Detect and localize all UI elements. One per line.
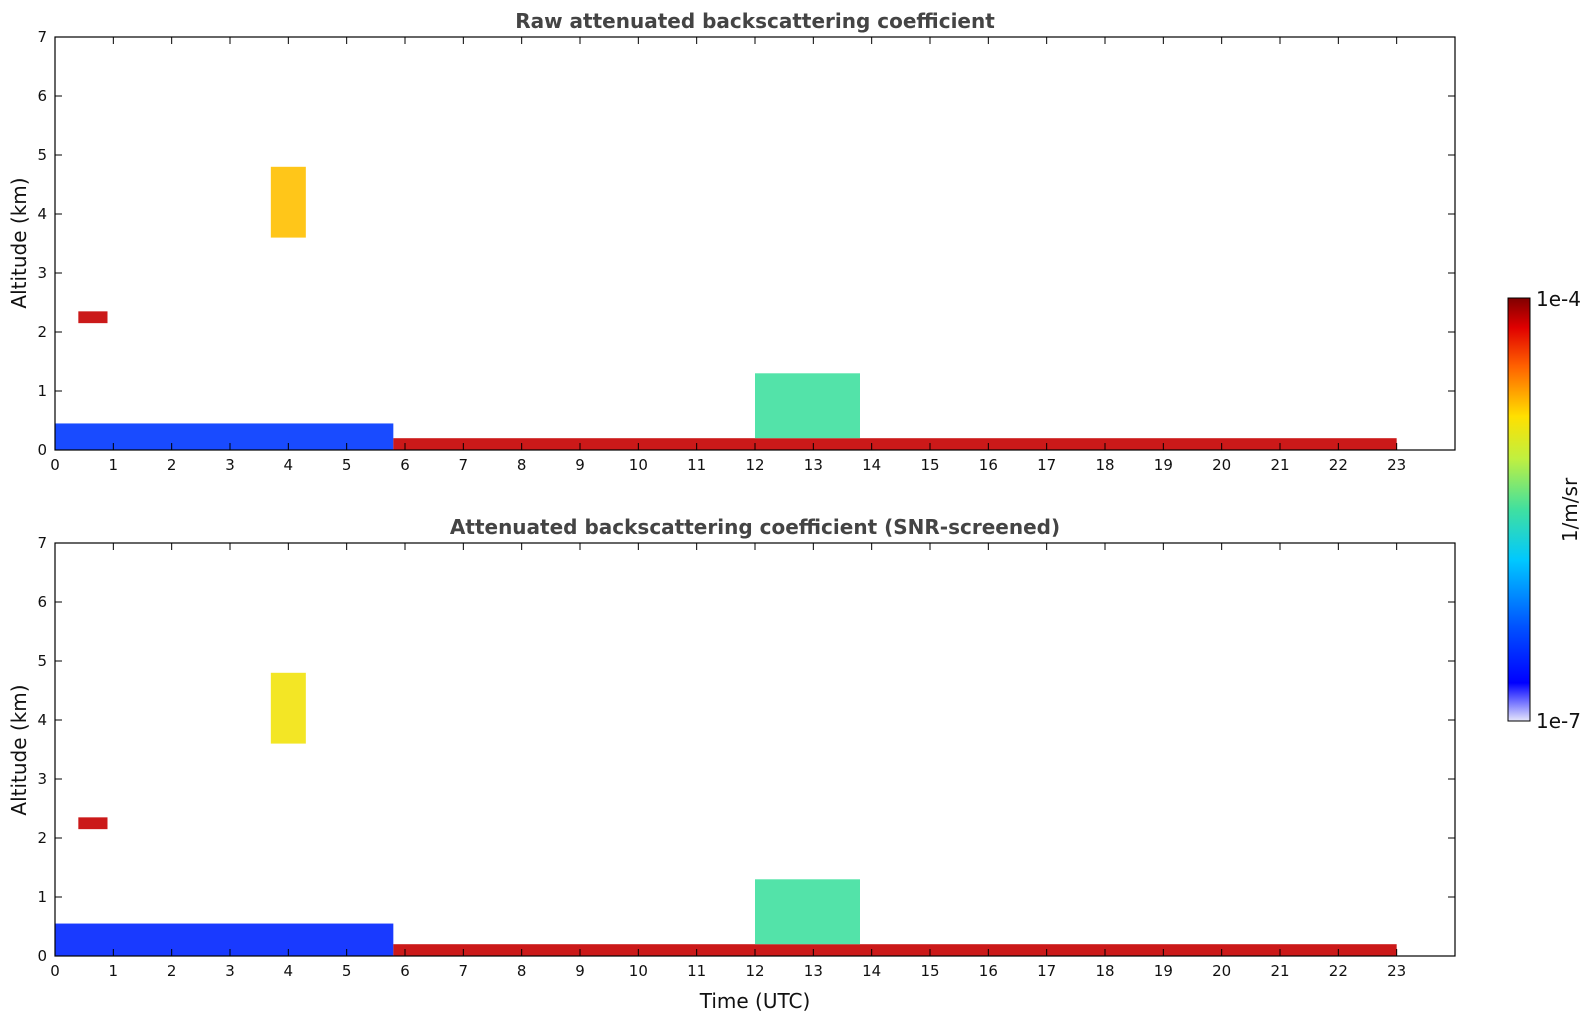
y-tick-label: 6 — [37, 593, 47, 611]
y-tick-label: 3 — [37, 264, 47, 282]
x-tick-label: 12 — [745, 456, 764, 474]
x-tick-label: 14 — [862, 962, 881, 980]
x-tick-label: 8 — [517, 456, 527, 474]
y-tick-label: 3 — [37, 770, 47, 788]
panel-raw: Raw attenuated backscattering coefficien… — [7, 9, 1456, 474]
x-tick-label: 19 — [1154, 456, 1173, 474]
x-tick-label: 0 — [50, 962, 60, 980]
heatmap-feature — [55, 423, 394, 450]
colorbar-max-label: 1e-4 — [1536, 287, 1581, 311]
x-tick-label: 5 — [342, 456, 352, 474]
heatmap-feature — [78, 311, 108, 324]
heatmap-feature — [270, 166, 306, 238]
y-tick-label: 1 — [37, 888, 47, 906]
y-tick-label: 4 — [37, 711, 47, 729]
x-tick-label: 2 — [167, 962, 177, 980]
x-tick-label: 5 — [342, 962, 352, 980]
x-tick-label: 16 — [979, 456, 998, 474]
x-tick-label: 1 — [109, 962, 119, 980]
x-tick-label: 23 — [1387, 962, 1406, 980]
x-tick-label: 3 — [225, 962, 235, 980]
panel-title: Raw attenuated backscattering coefficien… — [515, 9, 995, 33]
x-tick-label: 23 — [1387, 456, 1406, 474]
x-axis: 0 1 2 3 4 5 6 7 8 9 10 11 12 13 14 15 16 17 18 19 20 21 22 23 — [50, 37, 1406, 474]
x-tick-label: 3 — [225, 456, 235, 474]
x-tick-label: 10 — [629, 962, 648, 980]
heatmap-feature — [393, 438, 1397, 450]
y-tick-label: 1 — [37, 382, 47, 400]
heatmap-feature — [270, 672, 306, 744]
x-tick-label: 4 — [284, 456, 294, 474]
x-tick-label: 17 — [1037, 456, 1056, 474]
colorbar-min-label: 1e-7 — [1536, 709, 1581, 733]
x-tick-label: 16 — [979, 962, 998, 980]
y-tick-label: 5 — [37, 652, 47, 670]
heatmap-feature — [755, 879, 860, 945]
x-tick-label: 18 — [1095, 962, 1114, 980]
x-tick-label: 17 — [1037, 962, 1056, 980]
heatmap-feature — [755, 373, 860, 439]
y-tick-label: 0 — [37, 947, 47, 965]
heatmap-feature — [393, 944, 1397, 956]
x-tick-label: 12 — [745, 962, 764, 980]
x-tick-label: 7 — [459, 456, 469, 474]
y-axis-label: Altitude (km) — [7, 177, 31, 308]
panel-title: Attenuated backscattering coefficient (S… — [450, 515, 1060, 539]
colorbar-gradient — [1507, 297, 1531, 722]
y-tick-label: 7 — [37, 28, 47, 46]
x-tick-label: 0 — [50, 456, 60, 474]
x-tick-label: 4 — [284, 962, 294, 980]
y-tick-label: 2 — [37, 323, 47, 341]
x-tick-label: 11 — [687, 962, 706, 980]
x-tick-label: 21 — [1270, 456, 1289, 474]
x-tick-label: 22 — [1329, 962, 1348, 980]
x-tick-label: 10 — [629, 456, 648, 474]
x-tick-label: 8 — [517, 962, 527, 980]
y-axis: 0 1 2 3 4 5 6 7 — [37, 534, 1455, 965]
colorbar-unit-label: 1/m/sr — [1558, 477, 1582, 542]
y-axis-label: Altitude (km) — [7, 684, 31, 815]
x-tick-label: 20 — [1212, 962, 1231, 980]
x-tick-label: 15 — [920, 962, 939, 980]
x-tick-label: 9 — [575, 962, 585, 980]
heatmap-feature — [55, 923, 394, 956]
y-tick-label: 0 — [37, 441, 47, 459]
x-tick-label: 15 — [920, 456, 939, 474]
y-tick-label: 4 — [37, 205, 47, 223]
colorbar: 1e-4 1e-7 1/m/sr — [1507, 287, 1582, 733]
x-tick-label: 11 — [687, 456, 706, 474]
x-tick-label: 18 — [1095, 456, 1114, 474]
y-tick-label: 5 — [37, 146, 47, 164]
heatmap-area — [55, 672, 1397, 956]
x-tick-label: 14 — [862, 456, 881, 474]
x-tick-label: 9 — [575, 456, 585, 474]
panel-snr-screened: Attenuated backscattering coefficient (S… — [7, 515, 1456, 1013]
heatmap-area — [55, 166, 1397, 450]
x-tick-label: 6 — [400, 962, 410, 980]
x-tick-label: 21 — [1270, 962, 1289, 980]
x-axis-label: Time (UTC) — [699, 989, 811, 1013]
x-tick-label: 7 — [459, 962, 469, 980]
x-tick-label: 20 — [1212, 456, 1231, 474]
y-axis: 0 1 2 3 4 5 6 7 — [37, 28, 1455, 459]
x-tick-label: 6 — [400, 456, 410, 474]
x-tick-label: 22 — [1329, 456, 1348, 474]
x-tick-label: 1 — [109, 456, 119, 474]
x-tick-label: 13 — [804, 456, 823, 474]
x-tick-label: 2 — [167, 456, 177, 474]
y-tick-label: 7 — [37, 534, 47, 552]
y-tick-label: 2 — [37, 829, 47, 847]
x-tick-label: 13 — [804, 962, 823, 980]
x-tick-label: 19 — [1154, 962, 1173, 980]
x-axis: 0 1 2 3 4 5 6 7 8 9 10 11 12 13 14 15 16 17 18 19 20 21 22 23 — [50, 543, 1406, 980]
heatmap-feature — [78, 817, 108, 830]
y-tick-label: 6 — [37, 87, 47, 105]
